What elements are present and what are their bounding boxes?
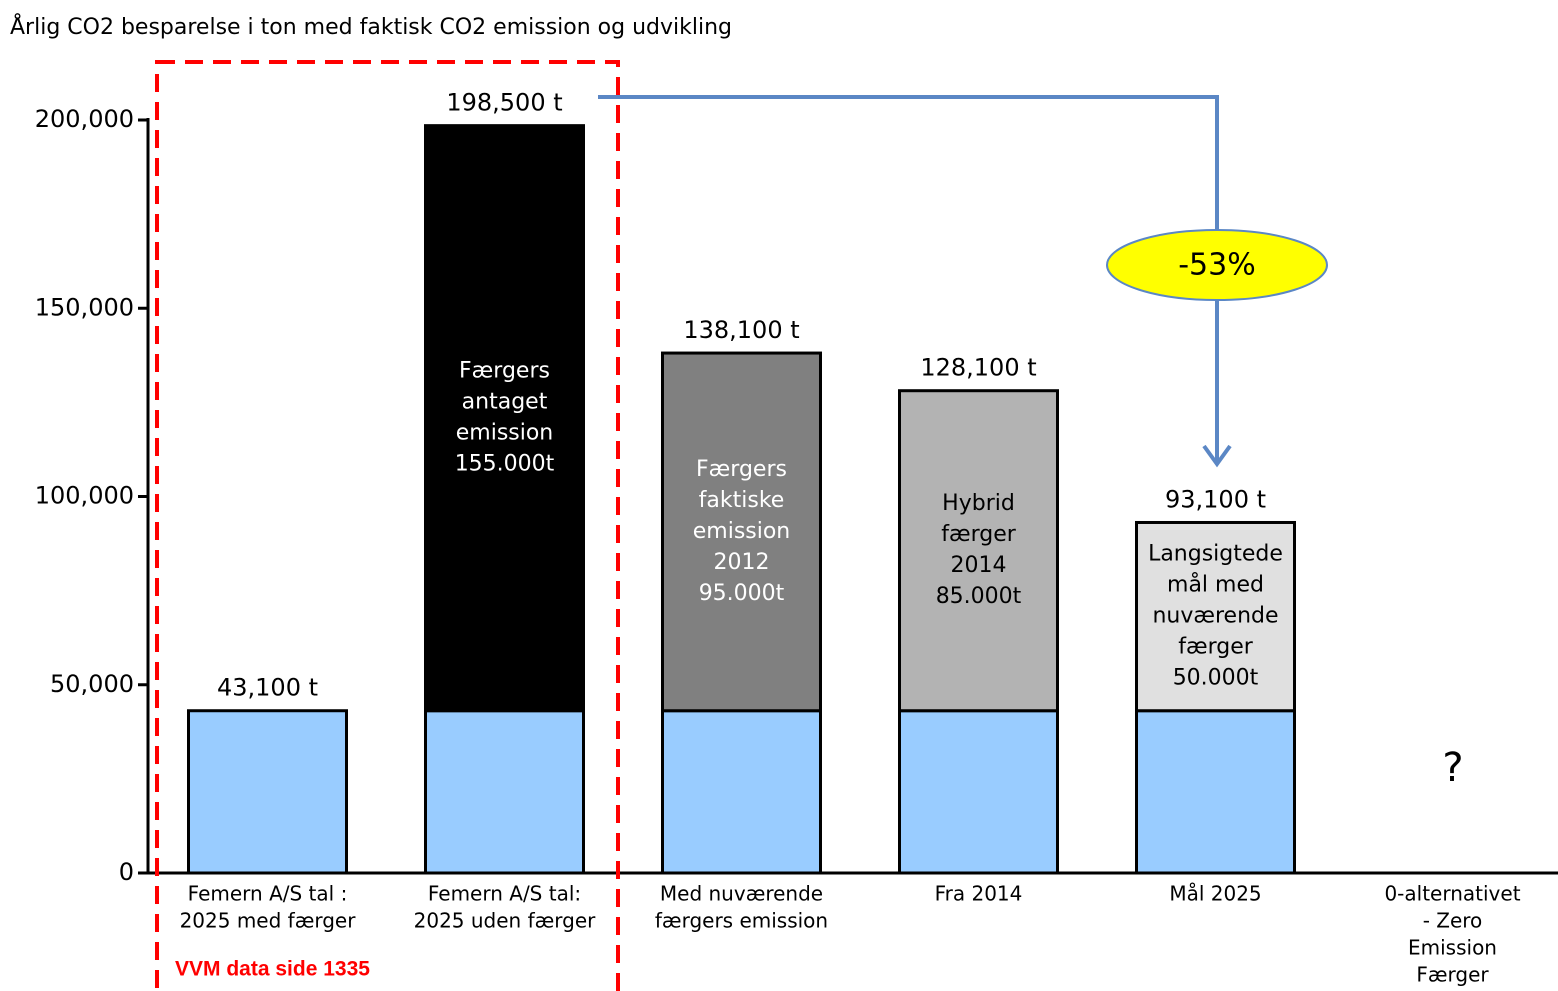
x-tick-label: Fra 2014: [935, 882, 1023, 906]
x-tick-label: 2025 uden færger: [414, 909, 597, 933]
arrow-head: [1202, 444, 1232, 468]
segment-label: Hybrid: [942, 491, 1015, 516]
segment-label: færger: [941, 522, 1017, 547]
segment-label: Færgers: [696, 457, 787, 482]
segment-label: emission: [456, 421, 554, 446]
change-badge: [1106, 229, 1328, 301]
total-label: 93,100 t: [1165, 485, 1266, 513]
segment-label: antaget: [462, 390, 548, 415]
bar-segment: [661, 351, 822, 713]
y-tick-label: 50,000: [50, 670, 134, 698]
y-tick-label: 0: [119, 858, 134, 886]
segment-label: nuværende: [1152, 604, 1278, 629]
segment-label: Færgers: [459, 359, 550, 384]
highlight-box: [155, 60, 620, 991]
x-tick-label: 0-alternativet: [1384, 882, 1520, 906]
segment-label: 2014: [951, 553, 1007, 578]
x-tick-label: 2025 med færger: [180, 909, 357, 933]
x-tick-label: Med nuværende: [660, 882, 823, 906]
source-note: VVM data side 1335: [175, 958, 370, 981]
x-tick-label: Femern A/S tal:: [428, 882, 581, 906]
y-tick-label: 100,000: [35, 482, 134, 510]
segment-label: færger: [1178, 635, 1254, 660]
bar-segment: [898, 709, 1059, 875]
bar-segment: [1135, 520, 1296, 713]
x-tick-label: færgers emission: [655, 909, 828, 933]
bar-segment: [1135, 709, 1296, 875]
bar-segment: [187, 709, 348, 875]
total-label: 43,100 t: [217, 674, 318, 702]
x-tick-label: Færger: [1416, 963, 1489, 987]
segment-label: 50.000t: [1173, 666, 1259, 691]
bar-segment: [424, 124, 585, 713]
x-tick-label: Emission: [1408, 936, 1497, 960]
unknown-label: ?: [1442, 745, 1463, 791]
chart-title: Årlig CO2 besparelse i ton med faktisk C…: [10, 13, 732, 40]
change-label: -53%: [1178, 248, 1256, 283]
x-tick-label: Mål 2025: [1169, 882, 1261, 906]
segment-label: mål med: [1167, 572, 1264, 598]
segment-label: 95.000t: [699, 581, 785, 606]
segment-label: emission: [693, 519, 791, 544]
total-label: 128,100 t: [920, 354, 1036, 382]
segment-label: Langsigtede: [1148, 542, 1283, 567]
x-tick-label: - Zero: [1423, 909, 1483, 933]
segment-label: 85.000t: [936, 584, 1022, 609]
y-tick-label: 200,000: [35, 105, 134, 133]
segment-label: 155.000t: [455, 452, 555, 477]
bar-segment: [898, 389, 1059, 713]
segment-label: 2012: [714, 550, 770, 575]
segment-label: faktiske: [699, 488, 785, 513]
bar-segment: [661, 709, 822, 875]
x-tick-label: Femern A/S tal :: [188, 882, 348, 906]
y-tick-label: 150,000: [35, 293, 134, 321]
total-label: 198,500 t: [446, 89, 562, 117]
change-arrow: [598, 95, 1219, 462]
bar-segment: [424, 709, 585, 875]
total-label: 138,100 t: [683, 316, 799, 344]
